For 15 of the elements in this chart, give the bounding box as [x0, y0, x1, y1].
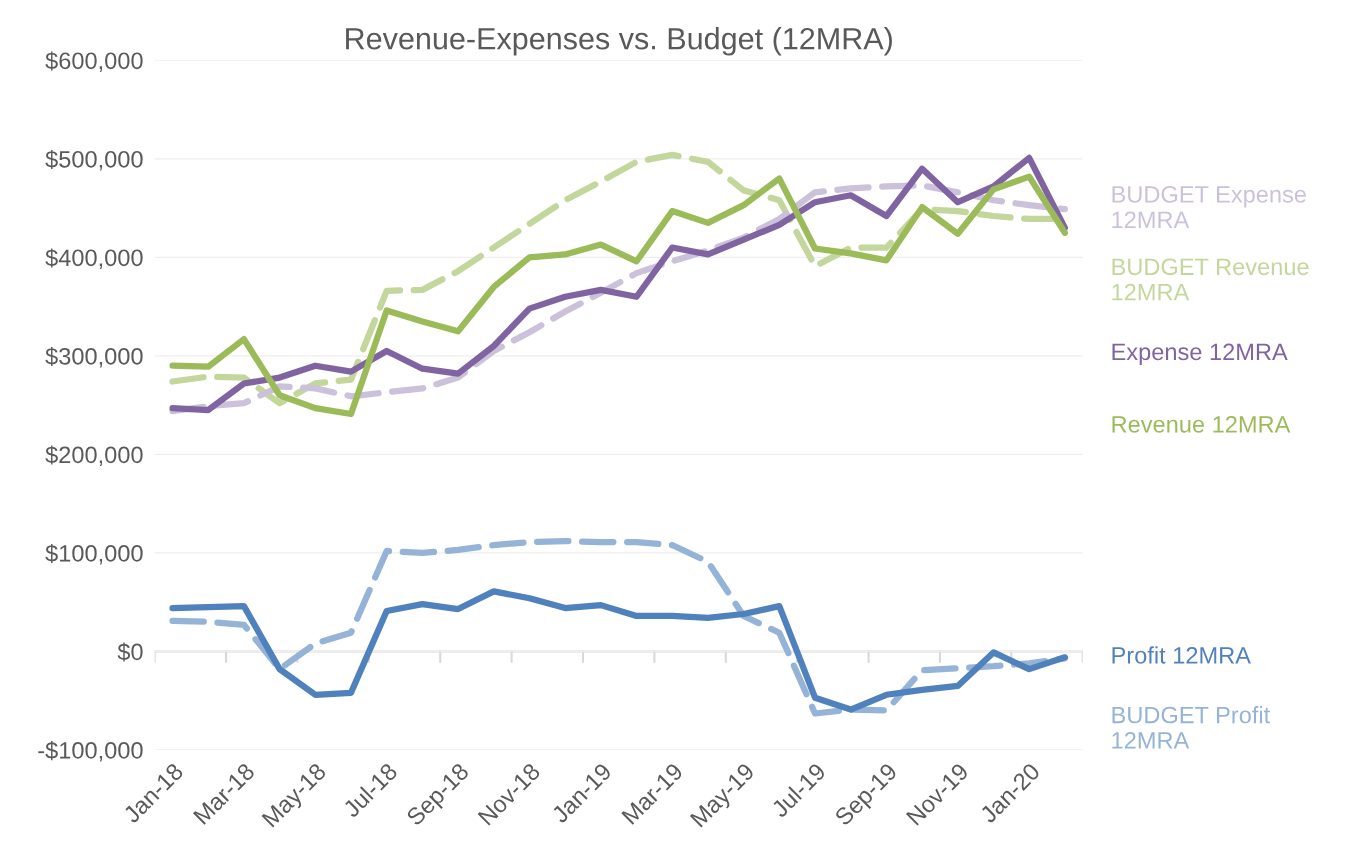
chart-title: Revenue-Expenses vs. Budget (12MRA)	[346, 27, 892, 56]
text: Profit 12MRA	[1112, 646, 1251, 664]
y-tick-label: $400,000	[45, 248, 143, 269]
y-tick-label: $500,000	[45, 149, 143, 171]
y-tick-label: $100,000	[45, 543, 143, 565]
text: Revenue 12MRA	[1112, 415, 1291, 433]
y-tick-label: -$100,000	[38, 741, 143, 762]
text: BUDGET Revenue 12MRA	[1112, 258, 1309, 301]
text: BUDGET Profit 12MRA	[1112, 706, 1271, 749]
y-tick-label: $200,000	[45, 445, 143, 466]
text: Expense 12MRA	[1112, 343, 1288, 365]
y-tick-label: $300,000	[45, 346, 143, 368]
y-tick-label: $600,000	[45, 51, 143, 72]
text: BUDGET Expense 12MRA	[1112, 186, 1306, 228]
y-tick-label: $0	[117, 642, 143, 662]
